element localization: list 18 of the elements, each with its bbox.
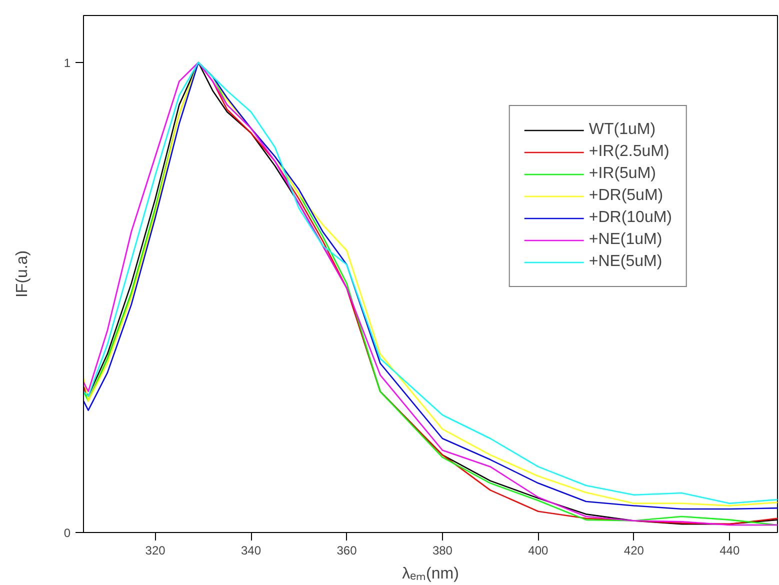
legend-label: +NE(5uM) [588, 252, 662, 272]
legend-label: +IR(2.5uM) [588, 142, 670, 162]
x-tick-label: 320 [145, 544, 166, 558]
legend-label: +IR(5uM) [588, 164, 656, 184]
x-axis-title: λₑₘ(nm) [402, 566, 459, 582]
x-tick-label: 420 [624, 544, 644, 558]
x-tick-label: 380 [432, 544, 453, 558]
legend-label: +DR(5uM) [588, 186, 664, 206]
x-tick-label: 340 [241, 544, 262, 558]
x-tick-label: 400 [528, 544, 549, 558]
y-axis-title: IF(u.a) [14, 250, 31, 298]
legend-label: +NE(1uM) [588, 230, 662, 250]
x-tick-label: 360 [336, 544, 358, 558]
x-tick-label: 440 [720, 544, 740, 558]
y-tick-label: 0 [64, 526, 71, 540]
y-tick-label: 1 [64, 56, 71, 70]
legend-label: WT(1uM) [588, 120, 656, 140]
legend-label: +DR(10uM) [588, 208, 672, 228]
